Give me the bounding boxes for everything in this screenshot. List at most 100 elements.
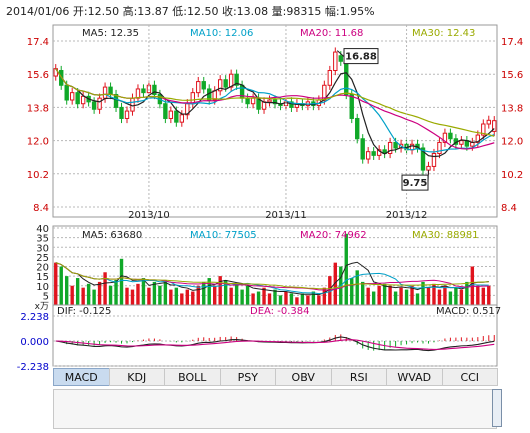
volume-bar xyxy=(185,289,189,305)
candle-body xyxy=(97,97,102,110)
candle-body xyxy=(420,147,426,171)
volume-bar xyxy=(361,281,365,305)
volume-legend-ma30: MA30: 88981 xyxy=(412,230,479,241)
volume-bar xyxy=(158,285,162,305)
candle-body xyxy=(64,84,69,101)
candle-body xyxy=(448,132,453,140)
volume-bar xyxy=(191,291,195,305)
macd-legend-dea: DEA: -0.384 xyxy=(250,306,309,317)
volume-bar xyxy=(202,281,206,305)
candle-body xyxy=(135,88,141,99)
high-callout-label: 16.88 xyxy=(345,52,377,63)
tab-cci[interactable]: CCI xyxy=(441,368,498,386)
volume-bar xyxy=(136,283,140,305)
candle-body xyxy=(272,99,278,105)
volume-bar xyxy=(333,262,337,305)
candle-body xyxy=(475,134,481,143)
volume-bar xyxy=(70,285,74,305)
volume-bar xyxy=(311,291,316,305)
volume-bar xyxy=(103,272,107,305)
volume-bar xyxy=(388,285,392,305)
candle-body xyxy=(168,110,174,119)
candle-body xyxy=(333,51,338,72)
candle-body xyxy=(338,55,343,62)
volume-bar xyxy=(404,289,409,305)
candle-body xyxy=(141,88,146,94)
tab-macd[interactable]: MACD xyxy=(53,368,110,386)
tab-psy[interactable]: PSY xyxy=(219,368,276,386)
volume-bar xyxy=(174,287,179,305)
volume-bar xyxy=(344,233,348,305)
volume-bar xyxy=(141,278,146,305)
volume-bar xyxy=(393,291,398,305)
volume-bar xyxy=(470,266,475,305)
macd-ytick: -2.238 xyxy=(17,362,49,373)
volume-ma30-line xyxy=(55,262,489,290)
candle-body xyxy=(486,119,491,125)
candle-body xyxy=(152,84,157,95)
volume-ytick: 20 xyxy=(36,263,49,274)
tab-rsi[interactable]: RSI xyxy=(330,368,387,386)
volume-bar xyxy=(75,278,80,305)
volume-bar xyxy=(289,293,294,305)
volume-bar xyxy=(399,287,403,305)
candle-body xyxy=(113,93,119,108)
volume-bar xyxy=(163,279,168,305)
candle-body xyxy=(492,120,497,132)
candle-body xyxy=(365,151,371,160)
candle-body xyxy=(201,81,206,90)
candle-body xyxy=(108,86,113,95)
ma30-line xyxy=(55,68,495,137)
candle-body xyxy=(119,106,124,119)
price-legend-ma5: MA5: 12.35 xyxy=(82,28,139,39)
tab-kdj[interactable]: KDJ xyxy=(108,368,165,386)
volume-bar xyxy=(366,287,370,305)
price-xtick: 2013/10 xyxy=(128,210,170,221)
volume-bar xyxy=(415,293,420,305)
price-ytick-right: 15.6 xyxy=(501,70,523,81)
volume-bar xyxy=(437,289,442,305)
timeline-scroller[interactable] xyxy=(53,389,497,429)
candle-body xyxy=(69,92,75,101)
price-ytick-right: 8.4 xyxy=(501,203,517,214)
candle-body xyxy=(327,70,333,86)
volume-bar xyxy=(92,289,96,305)
tab-obv[interactable]: OBV xyxy=(275,368,332,386)
candle-body xyxy=(267,99,272,103)
candle-body xyxy=(289,101,294,108)
volume-bar xyxy=(487,285,491,305)
volume-bar xyxy=(300,293,305,305)
volume-bar xyxy=(350,278,354,305)
volume-bar xyxy=(426,287,431,305)
volume-bar xyxy=(125,287,129,305)
tab-boll[interactable]: BOLL xyxy=(164,368,221,386)
low-callout-label: 9.75 xyxy=(403,178,428,189)
candle-body xyxy=(261,101,267,110)
volume-bar xyxy=(196,285,200,305)
volume-bar xyxy=(119,258,124,305)
volume-bar xyxy=(278,295,283,305)
tab-wvad[interactable]: WVAD xyxy=(386,368,443,386)
volume-ytick: 40 xyxy=(36,224,49,235)
volume-bar xyxy=(223,279,228,305)
candle-body xyxy=(179,114,185,123)
volume-bar xyxy=(213,285,217,305)
volume-legend-ma10: MA10: 77505 xyxy=(190,230,257,241)
price-ytick-left: 13.8 xyxy=(27,103,49,114)
macd-legend-dif: DIF: -0.125 xyxy=(57,306,111,317)
volume-bar xyxy=(59,266,63,305)
candle-body xyxy=(393,141,398,149)
volume-ytick: 5 xyxy=(43,291,49,302)
candle-body xyxy=(124,110,130,119)
volume-bar xyxy=(180,293,184,305)
price-ytick-right: 17.4 xyxy=(501,37,523,48)
candle-body xyxy=(442,132,448,143)
volume-bar xyxy=(465,281,469,305)
candle-body xyxy=(431,153,437,167)
timeline-drag-handle[interactable] xyxy=(492,389,502,427)
volume-ytick: 35 xyxy=(36,234,49,245)
candle-body xyxy=(234,73,239,86)
volume-bar xyxy=(54,262,58,305)
volume-bar xyxy=(207,278,211,305)
volume-bar xyxy=(317,295,321,305)
